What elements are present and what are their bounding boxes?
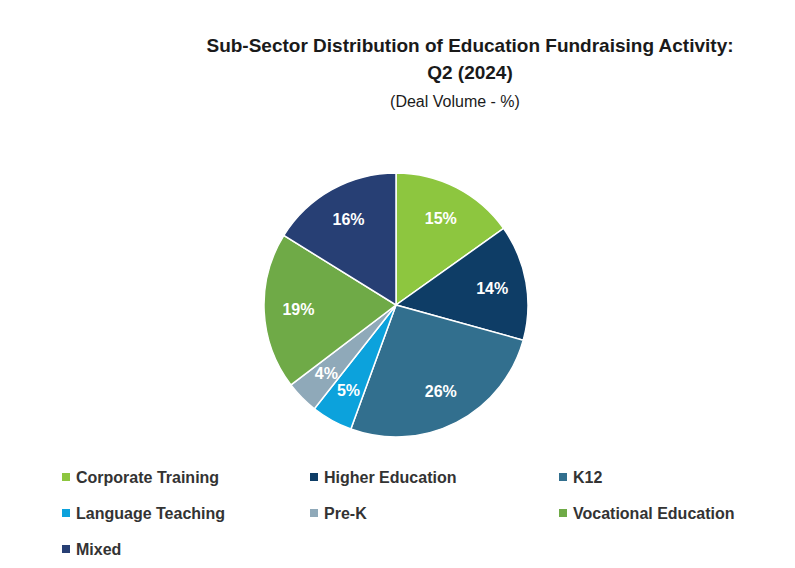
legend-swatch (62, 473, 70, 481)
legend-item: Corporate Training (62, 469, 219, 486)
legend-label: Language Teaching (76, 505, 225, 522)
data-label: 5% (337, 382, 360, 399)
pie-group (264, 173, 528, 437)
legend-item: K12 (559, 469, 602, 486)
legend-swatch (559, 509, 567, 517)
legend: Corporate Training Higher Education K12 Lan… (62, 469, 735, 558)
legend-label: Mixed (76, 541, 121, 558)
pie-slice (284, 173, 396, 305)
legend-item: Language Teaching (62, 505, 225, 522)
data-labels: 15% 14% 26% 5%4% 19% 16% (282, 210, 508, 401)
legend-label: Pre-K (324, 505, 367, 522)
chart-title: Q2 (2024) (427, 62, 513, 83)
chart-subtitle: (Deal Volume - %) (390, 93, 520, 110)
data-label: 19% (282, 301, 314, 318)
legend-label: Vocational Education (573, 505, 735, 522)
legend-label: K12 (573, 469, 602, 486)
chart-root: Sub-Sector Distribution of Education Fun… (0, 0, 795, 568)
data-label: 14% (476, 280, 508, 297)
legend-swatch (559, 473, 567, 481)
legend-label: Higher Education (324, 469, 456, 486)
chart-title: Sub-Sector Distribution of Education Fun… (206, 35, 733, 56)
legend-swatch (310, 509, 318, 517)
legend-swatch (310, 473, 318, 481)
data-label: 15% (425, 210, 457, 227)
legend-item: Mixed (62, 541, 121, 558)
legend-label: Corporate Training (76, 469, 219, 486)
legend-item: Vocational Education (559, 505, 735, 522)
legend-swatch (62, 545, 70, 553)
legend-item: Higher Education (310, 469, 456, 486)
legend-swatch (62, 509, 70, 517)
data-label: 4% (315, 365, 338, 382)
data-label: 26% (425, 383, 457, 400)
title-group: Sub-Sector Distribution of Education Fun… (206, 35, 733, 83)
data-label: 16% (332, 211, 364, 228)
legend-item: Pre-K (310, 505, 367, 522)
